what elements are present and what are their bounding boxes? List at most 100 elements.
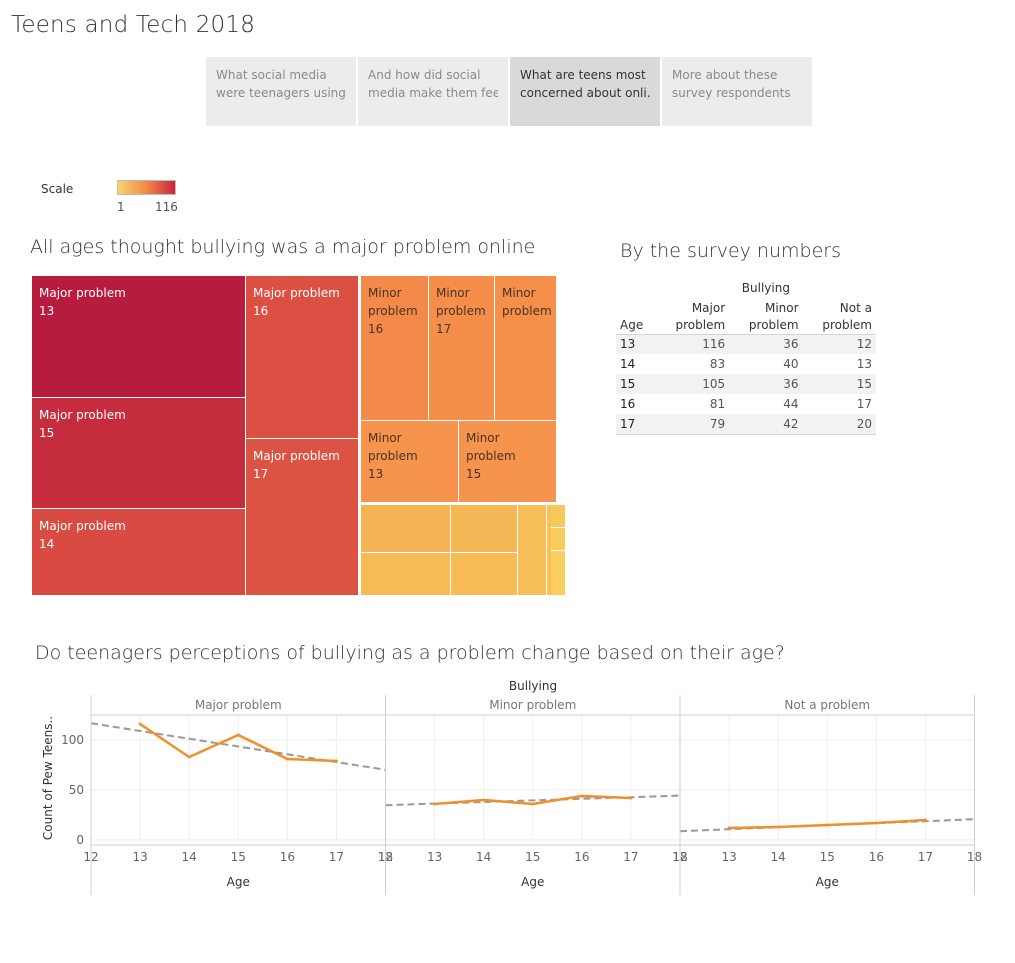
x-tick-label: 16 [280, 850, 295, 864]
panel-header-label: Major problem [195, 698, 282, 712]
survey-table-col-age: Age [616, 298, 656, 335]
tab-social-media-feelings[interactable]: And how did social media make them fee.. [358, 57, 508, 126]
panel-header-label: Not a problem [784, 698, 870, 712]
col-header-line1: Minor [764, 300, 799, 315]
tab-label-line2: concerned about onli.. [520, 86, 650, 100]
table-cell: 81 [709, 397, 726, 411]
cell-label: Minor [502, 286, 536, 300]
cell-value: 16 [253, 304, 269, 318]
treemap-cell-minor-17[interactable]: Minor problem 17 [429, 276, 495, 421]
tab-label-line2: media make them fee.. [368, 86, 498, 100]
treemap-cell-minor-15[interactable]: Minor problem 15 [459, 421, 557, 503]
y-tick-label: 50 [69, 783, 84, 797]
survey-table-group-header: Bullying [741, 281, 790, 295]
x-tick-label: 17 [623, 850, 638, 864]
treemap: Major problem 13 Major problem 15 Major … [32, 276, 566, 596]
cell-label: problem [368, 304, 418, 318]
survey-table-col-header: Minor problem [729, 298, 803, 335]
y-tick-label: 0 [76, 833, 84, 847]
table-row: 14 83 40 13 [616, 354, 876, 374]
table-cell: 36 [783, 337, 799, 352]
data-point [874, 821, 878, 825]
table-cell: 116 [702, 337, 726, 352]
table-cell: 13 [856, 357, 872, 371]
col-header-line1: Major [691, 300, 726, 315]
treemap-cell-minor-13[interactable]: Minor problem 13 [361, 421, 459, 503]
cell-label: problem [466, 449, 516, 463]
cell-label: problem [502, 304, 552, 318]
treemap-cell-major-17[interactable]: Major problem 17 [246, 439, 359, 596]
cell-label: Major problem [253, 449, 340, 463]
table-cell-age: 13 [620, 337, 636, 352]
survey-table-col-header: Not a problem [802, 298, 876, 335]
treemap-cell-not-a-problem[interactable] [451, 553, 518, 596]
data-point [236, 733, 240, 737]
tab-label-line2: were teenagers using.. [216, 86, 346, 100]
tab-label-line1: And how did social [368, 68, 481, 82]
x-tick-label: 13 [132, 850, 147, 864]
color-legend-min: 1 [117, 200, 125, 214]
cell-label: Minor [368, 286, 402, 300]
table-cell: 40 [783, 357, 799, 371]
tab-label-line1: What social media [216, 68, 327, 82]
cell-label: problem [368, 449, 418, 463]
cell-value: 16 [368, 322, 384, 336]
survey-table: Bullying Age Major problem Minor problem N… [616, 278, 876, 435]
cell-value: 17 [436, 322, 452, 336]
table-cell: 79 [655, 414, 730, 435]
table-row: 16 81 44 17 [616, 394, 876, 414]
x-tick-label: 16 [869, 850, 884, 864]
treemap-cell-not-a-problem[interactable] [518, 505, 547, 596]
table-cell: 20 [802, 414, 876, 435]
cell-label: Minor [436, 286, 470, 300]
cell-label: problem [436, 304, 486, 318]
tab-survey-respondents[interactable]: More about these survey respondents [662, 57, 812, 126]
treemap-cell-not-a-problem[interactable] [551, 551, 566, 596]
x-axis-label: Age [816, 875, 839, 889]
treemap-cell-minor-16[interactable]: Minor problem 16 [361, 276, 429, 421]
treemap-cell-not-a-problem[interactable] [551, 505, 566, 528]
treemap-cell-major-14[interactable]: Major problem 14 [32, 509, 246, 596]
color-legend-title: Scale [41, 182, 74, 196]
x-tick-label: 17 [329, 850, 344, 864]
treemap-cell-not-a-problem[interactable] [361, 505, 451, 553]
data-point [482, 798, 486, 802]
x-tick-label: 16 [574, 850, 589, 864]
panel-header-label: Minor problem [489, 698, 576, 712]
col-header-line2: problem [748, 317, 799, 332]
cell-value: 13 [39, 304, 55, 318]
data-point [187, 755, 191, 759]
treemap-cell-major-15[interactable]: Major problem 15 [32, 398, 246, 509]
treemap-cell-major-13[interactable]: Major problem 13 [32, 276, 246, 398]
col-header-line2: problem [675, 317, 726, 332]
data-point [334, 759, 338, 763]
col-header-line1: Not a [839, 300, 872, 315]
table-cell: 83 [709, 357, 726, 371]
treemap-cell-not-a-problem[interactable] [551, 528, 566, 551]
treemap-cell-not-a-problem[interactable] [361, 553, 451, 596]
table-row: 13 116 36 12 [616, 334, 876, 354]
x-tick-label: 15 [820, 850, 835, 864]
table-row: 17 79 42 20 [616, 414, 876, 435]
line-chart-title: Do teenagers perceptions of bullying as … [35, 642, 785, 664]
cell-label: Major problem [39, 519, 126, 533]
treemap-cell-not-a-problem[interactable] [451, 505, 518, 553]
cell-value: 15 [466, 467, 482, 481]
x-tick-label: 15 [525, 850, 540, 864]
data-point [629, 796, 633, 800]
tab-social-media-usage[interactable]: What social media were teenagers using.. [206, 57, 356, 126]
y-axis-label: Count of Pew Teens.. [41, 716, 55, 840]
treemap-cell-major-16[interactable]: Major problem 16 [246, 276, 359, 439]
tab-online-concerns[interactable]: What are teens most concerned about onli… [510, 57, 660, 126]
treemap-cell-minor-14[interactable]: Minor problem [495, 276, 557, 421]
cell-label: Major problem [39, 408, 126, 422]
table-cell-age: 16 [620, 397, 636, 411]
cell-label: Major problem [253, 286, 340, 300]
facet-group-header: Bullying [509, 679, 557, 693]
cell-label: Minor [368, 431, 402, 445]
cell-value: 17 [253, 467, 269, 481]
data-point [776, 825, 780, 829]
x-tick-label: 14 [476, 850, 491, 864]
table-cell-age: 15 [620, 377, 636, 391]
